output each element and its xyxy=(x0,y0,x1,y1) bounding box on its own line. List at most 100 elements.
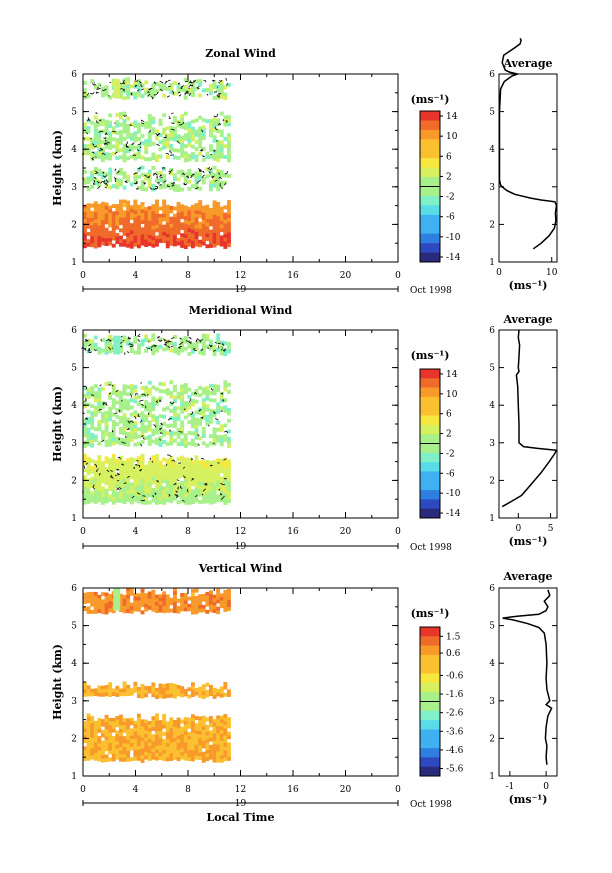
heat-cell xyxy=(140,687,145,692)
heat-cell xyxy=(122,217,127,222)
heat-cell xyxy=(147,486,152,491)
heat-cell xyxy=(147,180,152,185)
heat-cell xyxy=(122,391,127,396)
heat-cell xyxy=(173,460,177,465)
heat-cell xyxy=(187,88,192,92)
heat-cell xyxy=(162,479,167,484)
heat-cell xyxy=(155,468,159,473)
heat-cell xyxy=(90,153,95,158)
heat-cell xyxy=(101,86,105,91)
contour-mark xyxy=(90,151,95,154)
heat-cell xyxy=(144,693,149,698)
heat-cell xyxy=(201,740,206,745)
heat-cell xyxy=(227,689,231,694)
heat-cell xyxy=(212,222,217,226)
heat-cell xyxy=(162,166,167,171)
heat-cell xyxy=(198,115,203,120)
heat-cell xyxy=(140,694,145,699)
heat-cell xyxy=(126,439,131,443)
heat-cell xyxy=(194,442,199,447)
heat-cell xyxy=(187,753,192,758)
heat-cell xyxy=(101,603,105,607)
heat-cell xyxy=(83,208,87,213)
heat-cell xyxy=(187,143,192,147)
heat-cell xyxy=(187,239,192,244)
heat-cell xyxy=(183,717,188,721)
heat-cell xyxy=(137,456,141,461)
heat-cell xyxy=(212,218,217,223)
heat-cell xyxy=(129,345,134,350)
heat-cell xyxy=(101,719,105,723)
heat-cell xyxy=(187,500,192,505)
heat-cell xyxy=(93,599,98,603)
heat-cell xyxy=(191,85,195,90)
heat-cell xyxy=(111,692,116,696)
heat-cell xyxy=(104,488,109,493)
heat-cell xyxy=(101,154,105,159)
contour-mark xyxy=(190,175,193,178)
average-y-tick-label: 6 xyxy=(489,70,495,80)
heat-cell xyxy=(201,737,206,742)
heat-cell xyxy=(129,349,134,353)
heat-cell xyxy=(140,338,145,343)
heat-cell xyxy=(165,686,170,691)
heat-cell xyxy=(158,228,163,233)
contour-mark xyxy=(137,333,141,337)
heat-cell xyxy=(194,147,199,152)
heat-cell xyxy=(227,589,231,593)
heat-cell xyxy=(219,111,224,116)
heat-cell xyxy=(119,437,123,442)
heat-cell xyxy=(90,418,95,423)
heat-cell xyxy=(216,737,221,741)
heat-cell xyxy=(104,758,109,762)
heat-cell xyxy=(219,213,224,218)
heat-cell xyxy=(147,471,152,476)
heat-cell xyxy=(119,394,123,399)
heat-cell xyxy=(97,484,102,488)
heat-cell xyxy=(209,475,213,480)
heat-cell xyxy=(129,496,134,501)
heat-cell xyxy=(119,692,123,697)
heat-cell xyxy=(108,113,113,118)
colorbar-segment xyxy=(420,148,440,159)
heat-cell xyxy=(90,414,95,419)
contour-mark xyxy=(91,394,95,397)
heat-cell xyxy=(162,746,167,751)
heat-cell xyxy=(212,478,217,482)
heat-cell xyxy=(201,241,206,246)
heat-cell xyxy=(86,457,91,461)
heat-cell xyxy=(165,683,170,688)
heat-cell xyxy=(183,493,188,498)
heat-cell xyxy=(191,89,195,94)
heat-cell xyxy=(201,177,206,181)
contour-mark xyxy=(103,142,108,145)
colorbar-segment xyxy=(420,369,440,379)
heat-cell xyxy=(111,419,116,424)
heat-cell xyxy=(219,600,224,605)
heat-cell xyxy=(144,497,149,502)
heat-cell xyxy=(90,214,95,219)
heat-cell xyxy=(147,224,152,229)
heat-cell xyxy=(133,145,138,150)
heat-cell xyxy=(108,95,113,100)
heat-cell xyxy=(173,730,177,735)
heat-cell xyxy=(191,230,195,234)
contour-mark xyxy=(207,167,211,170)
heat-cell xyxy=(173,687,177,692)
heat-cell xyxy=(176,728,181,733)
heat-cell xyxy=(108,465,113,470)
heat-cell xyxy=(126,431,131,436)
contour-mark xyxy=(208,171,211,174)
heat-cell xyxy=(151,477,156,481)
heat-cell xyxy=(93,478,98,483)
heat-cell xyxy=(137,347,141,351)
heat-cell xyxy=(144,493,149,498)
heat-cell xyxy=(147,424,152,428)
heat-cell xyxy=(129,383,134,388)
heat-cell xyxy=(155,493,159,498)
heat-cell xyxy=(155,171,159,176)
heat-cell xyxy=(111,218,116,223)
heat-cell xyxy=(216,715,221,720)
heat-cell xyxy=(180,125,185,129)
heat-cell xyxy=(173,388,177,393)
